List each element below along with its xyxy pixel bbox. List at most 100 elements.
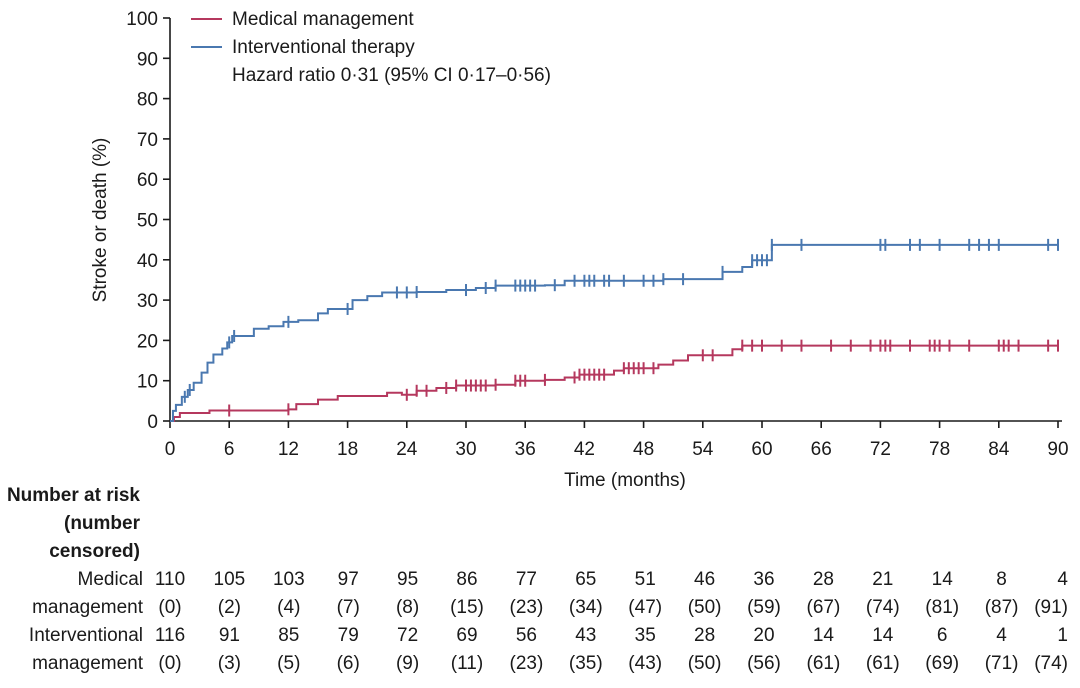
risk-cell: (0) [158,653,181,674]
x-tick-label: 48 [633,439,654,460]
risk-cell: (50) [688,597,722,618]
risk-cell: 36 [753,569,774,590]
curve-interventional-therapy [170,238,1059,422]
risk-table-title-line2: (number [64,513,141,534]
x-tick-label: 90 [1047,439,1068,460]
axes: 0 6 12 18 24 30 36 42 48 54 60 66 72 78 84 90 0 10 20 30 40 5… [126,9,1068,460]
risk-cell: (2) [218,597,241,618]
legend: Medical management Interventional therap… [191,9,551,86]
risk-cell: 20 [753,625,774,646]
risk-cell: 8 [996,569,1007,590]
risk-cell: 97 [338,569,359,590]
risk-table-title-line1: Number at risk [7,485,140,506]
risk-cell: 72 [397,625,418,646]
risk-cell: (59) [747,597,781,618]
risk-cell: (23) [510,653,544,674]
risk-cell: 6 [937,625,948,646]
risk-cell: (5) [277,653,300,674]
risk-cell: (74) [1034,653,1068,674]
risk-cell: (61) [866,653,900,674]
survival-curves [170,238,1059,422]
risk-cell: (67) [807,597,841,618]
risk-cell: 35 [635,625,656,646]
hazard-ratio-annotation: Hazard ratio 0·31 (95% CI 0·17–0·56) [232,65,551,86]
risk-table: Number at risk (number censored) Medical… [7,485,1068,674]
risk-cell: 85 [278,625,299,646]
risk-cell: (23) [510,597,544,618]
y-tick-label: 100 [126,9,158,30]
risk-cell: 91 [219,625,240,646]
risk-cell: (50) [688,653,722,674]
risk-cell: 46 [694,569,715,590]
risk-cell: 4 [1057,569,1068,590]
x-tick-label: 30 [455,439,476,460]
x-tick-label: 84 [988,439,1010,460]
x-tick-label: 0 [165,439,176,460]
risk-cell: (8) [396,597,419,618]
risk-cell: 4 [996,625,1007,646]
risk-cell: (91) [1034,597,1068,618]
x-tick-label: 78 [929,439,950,460]
legend-label-interventional: Interventional therapy [232,37,415,58]
risk-cell: (7) [337,597,360,618]
x-tick-label: 42 [574,439,595,460]
legend-label-medical: Medical management [232,9,414,30]
risk-cell: (47) [628,597,662,618]
risk-cell: (11) [451,653,483,674]
risk-row-label: Interventional [29,625,143,646]
risk-cell: (87) [985,597,1019,618]
risk-cell: 28 [694,625,715,646]
risk-cell: (15) [450,597,484,618]
y-tick-label: 0 [147,412,158,433]
x-tick-label: 6 [224,439,235,460]
risk-cell: (4) [277,597,300,618]
risk-cell: 14 [932,569,954,590]
risk-cell: 43 [575,625,596,646]
risk-cell: (43) [628,653,662,674]
risk-cell: (35) [569,653,603,674]
x-tick-label: 12 [278,439,299,460]
risk-row-label: management [32,597,144,618]
risk-cell: 95 [397,569,418,590]
x-tick-label: 66 [811,439,832,460]
y-tick-label: 70 [137,130,158,151]
y-tick-label: 10 [137,372,158,393]
risk-cell: 105 [214,569,246,590]
risk-cell: (71) [985,653,1019,674]
risk-cell: 103 [273,569,305,590]
risk-table-title-line3: censored) [49,541,140,562]
risk-cell: (81) [925,597,959,618]
risk-cell: 69 [456,625,477,646]
x-tick-label: 60 [751,439,772,460]
risk-cell: 79 [338,625,359,646]
x-tick-label: 72 [870,439,891,460]
x-tick-label: 36 [515,439,536,460]
risk-cell: 86 [456,569,477,590]
risk-cell: 14 [872,625,894,646]
step-line [170,243,1058,422]
risk-cell: (74) [866,597,900,618]
risk-cell: (61) [807,653,841,674]
x-tick-label: 18 [337,439,358,460]
x-axis-title: Time (months) [564,470,686,491]
risk-cell: (0) [158,597,181,618]
risk-cell: (56) [747,653,781,674]
risk-cell: 14 [813,625,835,646]
risk-cell: (3) [218,653,241,674]
y-tick-label: 20 [137,331,158,352]
risk-cell: 28 [813,569,834,590]
risk-cell: 65 [575,569,596,590]
risk-cell: (34) [569,597,603,618]
x-tick-label: 24 [396,439,418,460]
y-axis-title: Stroke or death (%) [90,138,111,303]
y-tick-label: 40 [137,251,158,272]
curve-medical-management [170,339,1059,422]
y-tick-label: 80 [137,90,158,111]
risk-cell: 116 [155,625,185,646]
x-tick-label: 54 [692,439,714,460]
risk-cell: (69) [925,653,959,674]
risk-cell: 56 [516,625,537,646]
risk-row-label: management [32,653,144,674]
risk-cell: 77 [516,569,537,590]
